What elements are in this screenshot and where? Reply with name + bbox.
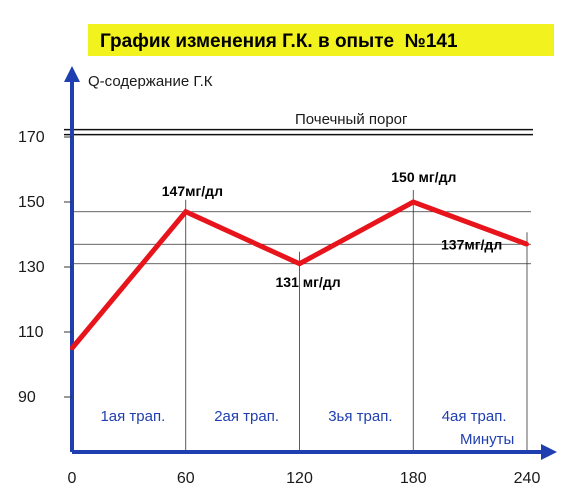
data-label: 137мг/дл [441,236,502,252]
series [70,199,529,351]
y-tick-label: 130 [18,259,45,276]
point-labels: 147мг/дл 131 мг/дл 150 мг/дл 137мг/дл [162,169,502,290]
y-tick-label: 90 [18,389,36,406]
chart-title: График изменения Г.К. в опыте №141 [100,31,458,52]
data-point [70,346,74,351]
x-axis-label: Минуты [460,431,514,448]
y-tick-label: 110 [18,324,44,341]
y-tick-label: 150 [18,194,45,211]
x-axis-arrow [541,444,557,460]
data-point [525,242,529,247]
threshold-label: Почечный порог [295,111,408,128]
segment-labels: 1ая трап. 2ая трап. 3ья трап. 4ая трап. [100,408,506,425]
segment-dividers [185,190,528,452]
data-point [411,200,416,204]
segment-label: 4ая трап. [442,408,507,425]
data-label: 147мг/дл [162,183,223,199]
data-point [297,261,302,266]
segment-label: 2ая трап. [214,408,279,425]
axes [64,66,557,460]
data-label: 131 мг/дл [276,274,341,290]
title-background [88,24,554,56]
x-tick-label: 0 [68,470,77,487]
y-axis-label: Q-содержание Г.К [88,73,213,90]
segment-label: 3ья трап. [328,408,392,425]
data-label: 150 мг/дл [391,169,456,185]
data-point [183,209,188,214]
x-tick-label: 180 [400,470,427,487]
y-tick-label: 170 [18,129,45,146]
x-tick-label: 60 [177,470,195,487]
y-ticks: 90 110 130 150 170 [18,129,72,406]
segment-label: 1ая трап. [100,408,165,425]
threshold-group: Почечный порог [64,111,533,136]
x-ticks: 0 60 120 180 240 [68,470,541,487]
y-axis-arrow [64,66,80,82]
x-tick-label: 120 [286,470,313,487]
x-tick-label: 240 [514,470,541,487]
